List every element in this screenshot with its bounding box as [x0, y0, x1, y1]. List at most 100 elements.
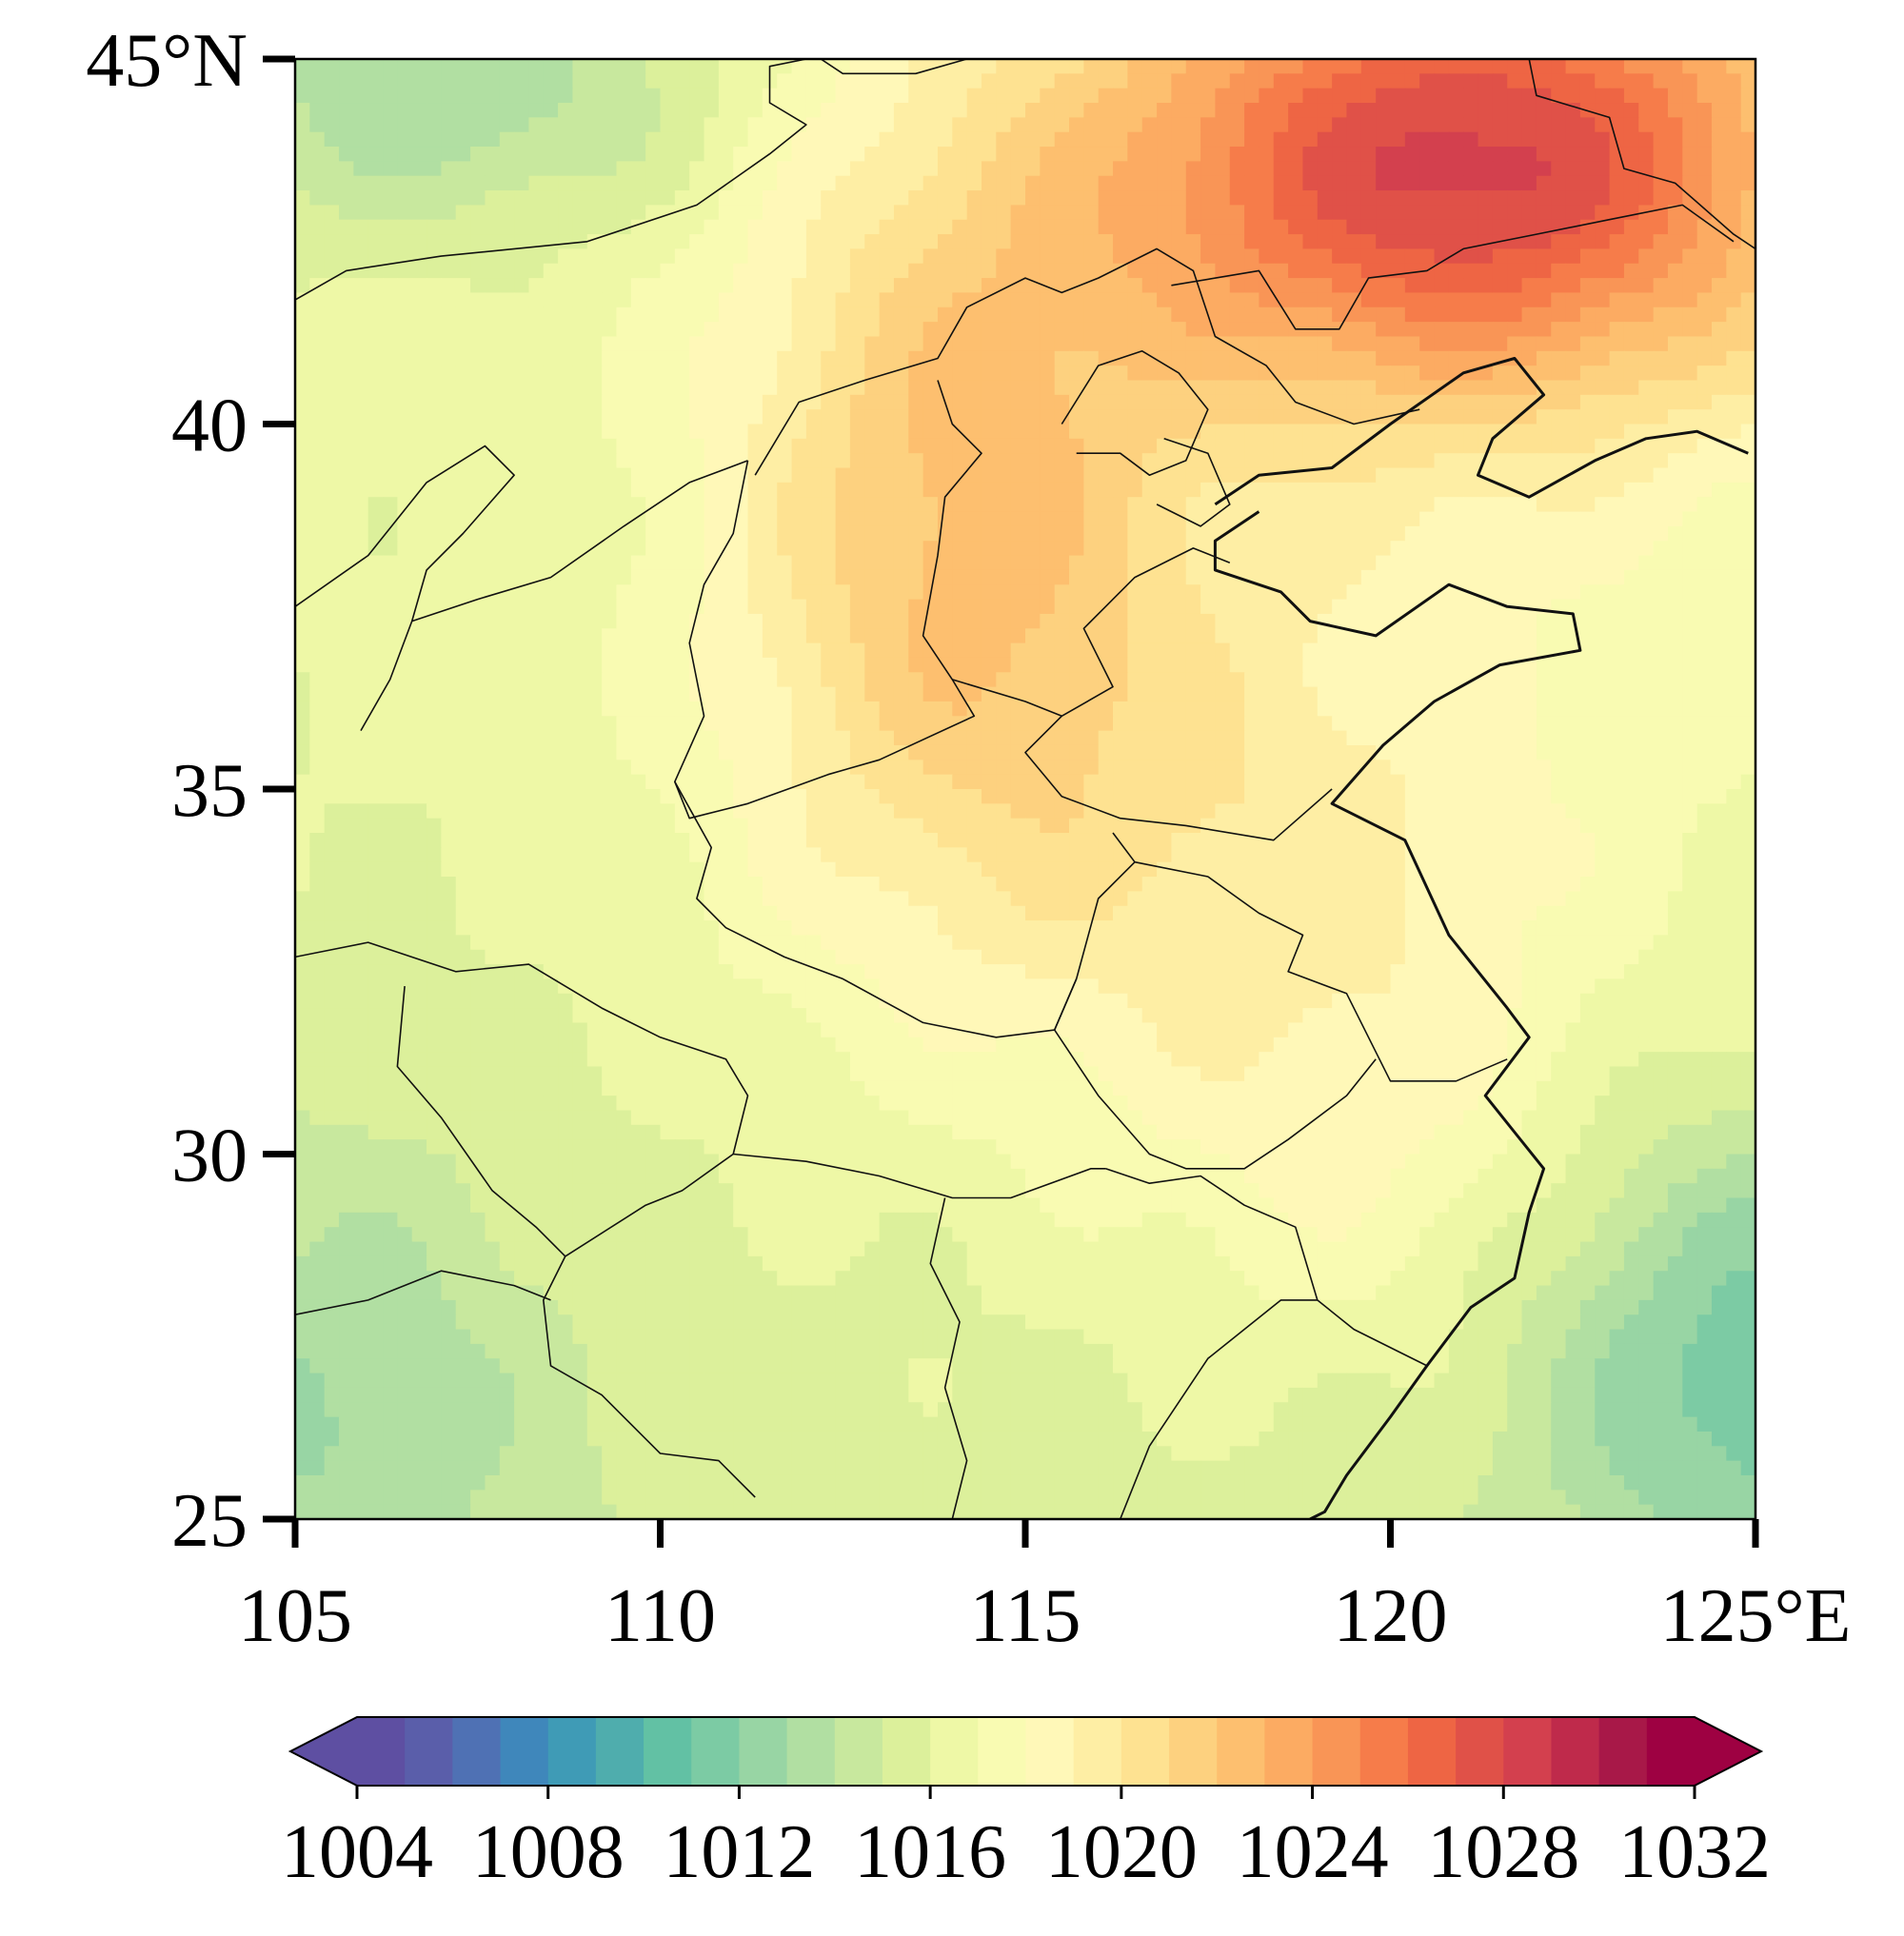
- pressure-cell: [835, 350, 851, 366]
- pressure-cell: [586, 219, 603, 235]
- pressure-cell: [1696, 497, 1713, 513]
- pressure-cell: [1492, 73, 1508, 89]
- pressure-cell: [602, 409, 618, 425]
- pressure-cell: [455, 657, 471, 673]
- pressure-cell: [908, 117, 924, 133]
- pressure-cell: [1360, 117, 1377, 133]
- pressure-cell: [1463, 774, 1479, 790]
- pressure-cell: [1478, 744, 1494, 761]
- pressure-cell: [397, 350, 413, 366]
- pressure-cell: [485, 497, 501, 513]
- pressure-cell: [937, 482, 953, 498]
- pressure-cell: [485, 131, 501, 148]
- pressure-cell: [645, 672, 662, 688]
- pressure-cell: [1434, 409, 1450, 425]
- pressure-cell: [1609, 686, 1625, 702]
- pressure-cell: [572, 394, 588, 410]
- pressure-cell: [1434, 525, 1450, 542]
- pressure-cell: [1609, 760, 1625, 776]
- pressure-cell: [411, 525, 427, 542]
- pressure-cell: [1157, 292, 1172, 308]
- pressure-cell: [879, 672, 895, 688]
- pressure-cell: [1010, 730, 1026, 746]
- pressure-cell: [616, 497, 632, 513]
- pressure-cell: [485, 642, 501, 659]
- pressure-cell: [849, 511, 865, 527]
- pressure-cell: [1711, 628, 1727, 644]
- pressure-cell: [1229, 599, 1245, 615]
- pressure-cell: [572, 555, 588, 571]
- pressure-cell: [689, 322, 705, 338]
- pressure-cell: [1098, 774, 1114, 790]
- pressure-cell: [893, 642, 909, 659]
- pressure-cell: [733, 161, 749, 177]
- pressure-cell: [1434, 730, 1450, 746]
- pressure-cell: [602, 175, 618, 191]
- pressure-cell: [1478, 628, 1494, 644]
- pressure-cell: [1638, 409, 1655, 425]
- pressure-cell: [1404, 147, 1420, 162]
- pressure-cell: [602, 380, 618, 396]
- pressure-cell: [922, 760, 939, 776]
- pressure-cell: [324, 219, 340, 235]
- pressure-cell: [339, 744, 354, 761]
- pressure-cell: [1579, 424, 1596, 440]
- pressure-cell: [777, 744, 793, 761]
- pressure-cell: [1667, 672, 1683, 688]
- pressure-cell: [1157, 161, 1172, 177]
- pressure-cell: [1288, 73, 1304, 89]
- pressure-cell: [1259, 219, 1275, 235]
- pressure-cell: [1141, 292, 1158, 308]
- pressure-cell: [1288, 205, 1304, 221]
- pressure-cell: [339, 716, 354, 732]
- pressure-cell: [1346, 73, 1362, 89]
- pressure-cell: [1332, 306, 1348, 323]
- pressure-cell: [996, 248, 1012, 265]
- pressure-cell: [908, 219, 924, 235]
- pressure-cell: [996, 511, 1012, 527]
- pressure-cell: [1185, 117, 1201, 133]
- pressure-cell: [353, 497, 369, 513]
- pressure-cell: [1404, 599, 1420, 615]
- pressure-cell: [616, 701, 632, 717]
- pressure-cell: [1317, 555, 1333, 571]
- pressure-cell: [1259, 234, 1275, 250]
- pressure-cell: [689, 438, 705, 454]
- pressure-cell: [441, 306, 457, 323]
- pressure-cell: [470, 292, 486, 308]
- pressure-cell: [1098, 336, 1114, 352]
- pressure-cell: [908, 774, 924, 790]
- pressure-cell: [1010, 569, 1026, 585]
- pressure-cell: [1185, 88, 1201, 104]
- pressure-cell: [1098, 73, 1114, 89]
- pressure-cell: [1696, 744, 1713, 761]
- pressure-cell: [660, 263, 676, 279]
- pressure-cell: [383, 131, 398, 148]
- pressure-cell: [1390, 161, 1406, 177]
- pressure-cell: [747, 541, 764, 557]
- pressure-cell: [602, 88, 618, 104]
- pressure-cell: [1244, 599, 1260, 615]
- pressure-cell: [1565, 555, 1581, 571]
- pressure-cell: [383, 147, 398, 162]
- pressure-cell: [1302, 511, 1319, 527]
- pressure-cell: [1448, 541, 1464, 557]
- pressure-cell: [1667, 248, 1683, 265]
- pressure-cell: [455, 205, 471, 221]
- pressure-cell: [1653, 672, 1669, 688]
- pressure-cell: [1025, 350, 1041, 366]
- pressure-cell: [864, 190, 881, 206]
- pressure-cell: [805, 117, 822, 133]
- pressure-cell: [1113, 438, 1128, 454]
- pressure-cell: [1507, 219, 1523, 235]
- pressure-cell: [455, 131, 471, 148]
- pressure-cell: [1244, 248, 1260, 265]
- pressure-cell: [1376, 292, 1392, 308]
- pressure-cell: [1682, 380, 1698, 396]
- pressure-cell: [1332, 744, 1348, 761]
- pressure-cell: [1478, 555, 1494, 571]
- pressure-cell: [1448, 760, 1464, 776]
- pressure-cell: [864, 263, 881, 279]
- pressure-cell: [1215, 73, 1231, 89]
- pressure-cell: [514, 205, 530, 221]
